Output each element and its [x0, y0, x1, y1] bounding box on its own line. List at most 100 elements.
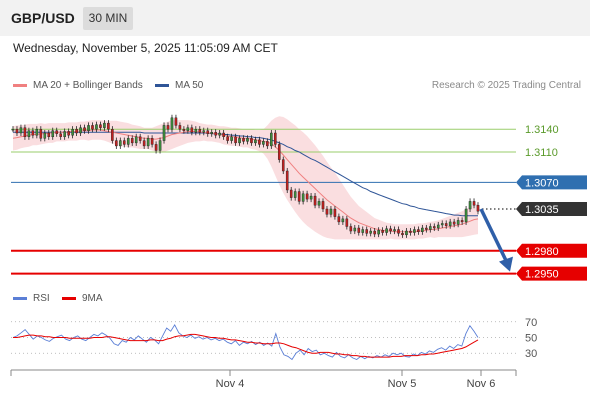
candle-body [472, 201, 476, 206]
candle [349, 223, 353, 235]
candle-body [107, 122, 110, 130]
candle-body [99, 124, 102, 128]
price-levels: 1.3140 1.3110 1.3070 1.3035 1.2980 1.2950 [11, 124, 587, 281]
candle [321, 198, 325, 213]
candle-body [83, 127, 86, 131]
candle-body [262, 141, 265, 145]
candle [19, 124, 23, 137]
legend-swatch-ma50 [155, 84, 169, 87]
candle [190, 124, 194, 136]
candle [194, 126, 198, 136]
timeframe-button[interactable]: 30 MIN [83, 7, 133, 30]
candle [444, 220, 448, 229]
candle [476, 202, 480, 215]
candle [107, 120, 110, 133]
candle-body [250, 138, 253, 144]
candle-body [468, 201, 472, 210]
candle-body [214, 132, 217, 136]
candle-body [35, 128, 39, 136]
candle [218, 129, 221, 139]
candle [341, 215, 345, 225]
candle [460, 217, 464, 225]
candle [115, 137, 118, 149]
candle-body [333, 208, 337, 217]
candle [472, 198, 476, 209]
level-box-3 [516, 202, 587, 216]
bollinger-band-area [13, 116, 478, 240]
candle [317, 198, 321, 209]
candle-body [186, 127, 190, 131]
candle [51, 127, 55, 140]
candle [345, 215, 349, 230]
rsi-line [12, 323, 479, 361]
moving-averages [12, 129, 479, 233]
candle-body [254, 139, 257, 144]
candle [429, 223, 432, 233]
level-label-1: 1.3110 [525, 147, 558, 159]
candle [448, 218, 452, 229]
candle-body [111, 128, 114, 141]
legend-label-9ma: 9MA [82, 293, 103, 304]
candle-body [182, 128, 186, 131]
candle-body [313, 195, 317, 206]
candle-body [401, 233, 404, 236]
candle [393, 226, 396, 235]
candle-body [202, 130, 206, 133]
candle-body [361, 229, 365, 233]
candle-body [134, 136, 138, 144]
candle-body [464, 208, 468, 223]
candle-body [174, 117, 178, 126]
candle [130, 135, 134, 146]
candle [202, 127, 206, 136]
candle [122, 137, 126, 148]
candle [55, 127, 59, 137]
candle-body [39, 128, 43, 139]
candle-body [63, 131, 66, 137]
candle [162, 122, 166, 144]
candle-body [234, 136, 237, 144]
candle-body [158, 140, 162, 151]
candle [242, 135, 245, 145]
candle [353, 224, 357, 235]
candle [357, 224, 361, 236]
candle [409, 228, 412, 236]
candle-body [440, 223, 444, 226]
candle [329, 205, 333, 218]
candle-body [119, 140, 122, 147]
candle [31, 127, 35, 139]
candle-body [381, 230, 384, 233]
candle [369, 228, 372, 237]
candle-body [210, 132, 214, 134]
level-label-2: 1.3070 [525, 177, 559, 189]
candle-body [198, 128, 202, 133]
candle-body [115, 140, 118, 147]
candle [258, 136, 261, 148]
candle [178, 122, 182, 133]
candle [111, 126, 114, 144]
candle-body [448, 221, 452, 226]
rsi-tick-label-2: 30 [525, 348, 537, 360]
candle [59, 130, 62, 140]
candle-body [397, 229, 400, 234]
candle-body [417, 229, 420, 233]
candle [452, 218, 456, 228]
candle-body [11, 128, 15, 131]
candle-body [246, 138, 249, 142]
candle [432, 223, 436, 232]
candle [301, 190, 305, 205]
candles [11, 114, 480, 238]
candle-body [297, 191, 301, 202]
candle-body [281, 159, 285, 172]
candle-body [476, 204, 480, 212]
candle [174, 114, 178, 129]
rsi-tick-label-0: 70 [525, 317, 537, 329]
candle-body [409, 230, 412, 233]
candle [365, 226, 369, 237]
pair-title: GBP/USD [11, 10, 75, 26]
candle [39, 126, 43, 142]
candle [421, 224, 424, 235]
timestamp: Wednesday, November 5, 2025 11:05:09 AM … [13, 41, 278, 55]
candle-body [270, 132, 273, 147]
candle-body [138, 136, 142, 141]
